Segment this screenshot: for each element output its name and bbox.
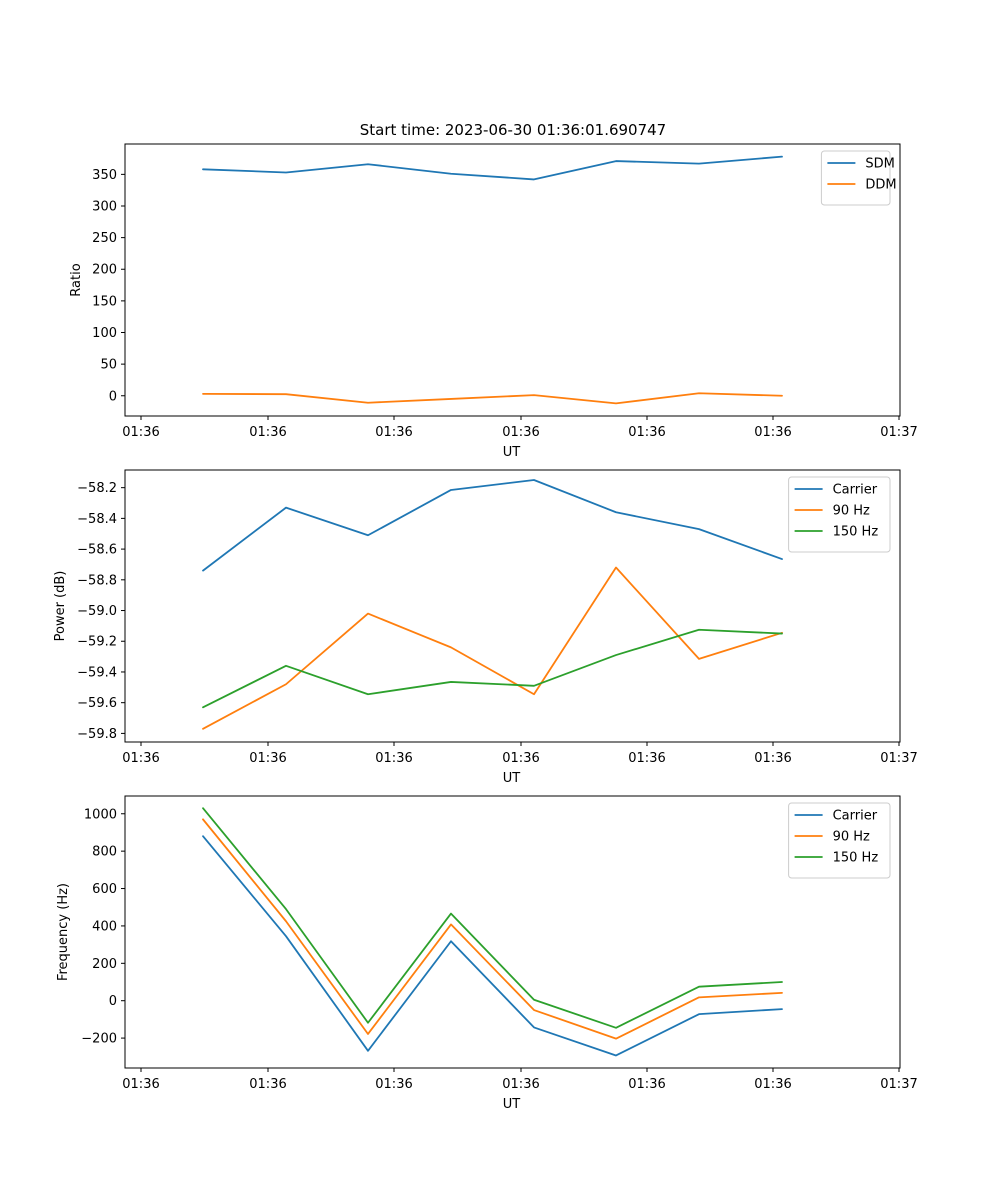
series-line-150-hz: [202, 628, 783, 709]
y-tick-label: 50: [100, 358, 117, 373]
legend-label: 150 Hz: [833, 851, 879, 866]
legend-label: DDM: [865, 178, 896, 193]
y-tick-label: 350: [92, 168, 117, 183]
x-axis-label: UT: [503, 445, 521, 460]
y-tick-label: −58.2: [77, 481, 117, 496]
legend: SDM DDM: [820, 150, 897, 206]
x-tick-label: 01:36: [502, 1077, 539, 1092]
x-tick-label: 01:36: [122, 425, 159, 440]
figure-title: Start time: 2023-06-30 01:36:01.690747: [360, 121, 666, 139]
series-line-carrier: [202, 835, 783, 1057]
y-tick-label: −58.6: [77, 543, 117, 558]
legend-label: Carrier: [833, 809, 878, 824]
legend-label: 90 Hz: [833, 504, 870, 519]
x-tick-label: 01:36: [628, 425, 665, 440]
legend-label: Carrier: [833, 483, 878, 498]
x-tick-label: 01:36: [249, 751, 286, 766]
y-tick-label: 200: [92, 263, 117, 278]
y-tick-label: 400: [92, 919, 117, 934]
x-tick-label: 01:36: [249, 1077, 286, 1092]
y-tick-label: 150: [92, 294, 117, 309]
y-axis-label: Frequency (Hz): [56, 883, 71, 981]
y-tick-label: 0: [109, 389, 117, 404]
legend-label: 150 Hz: [833, 525, 879, 540]
series-line-90-hz: [202, 818, 783, 1040]
y-tick-label: −58.4: [77, 512, 117, 527]
x-tick-label: 01:36: [754, 1077, 791, 1092]
x-tick-label: 01:37: [880, 425, 917, 440]
y-axis-label: Ratio: [69, 263, 84, 296]
y-tick-label: 1000: [84, 807, 117, 822]
y-tick-label: −200: [81, 1032, 117, 1047]
x-axis-label: UT: [503, 1097, 521, 1112]
chart-panel-2: 01:36 01:36 01:36 01:36 01:36 01:36 01:37 −59.8…: [53, 469, 918, 786]
x-tick-label: 01:36: [502, 751, 539, 766]
x-tick-label: 01:36: [628, 751, 665, 766]
x-tick-label: 01:36: [249, 425, 286, 440]
y-axis-label: Power (dB): [53, 571, 68, 642]
x-tick-label: 01:36: [375, 1077, 412, 1092]
y-tick-label: −59.0: [77, 604, 117, 619]
series-line-sdm: [202, 155, 783, 181]
legend-box: [788, 476, 891, 553]
y-tick-label: −59.2: [77, 635, 117, 650]
x-tick-label: 01:36: [375, 425, 412, 440]
x-axis-label: UT: [503, 771, 521, 786]
chart-panel-3: 01:36 01:36 01:36 01:36 01:36 01:36 01:37 −200 0…: [56, 795, 918, 1112]
y-tick-label: 600: [92, 882, 117, 897]
series-line-90-hz: [202, 566, 783, 730]
legend-label: 90 Hz: [833, 830, 870, 845]
legend-label: SDM: [865, 157, 894, 172]
axes-frame: [124, 143, 901, 417]
legend-box: [788, 802, 891, 879]
y-tick-label: 300: [92, 199, 117, 214]
axes-frame: [124, 469, 901, 743]
x-tick-label: 01:36: [122, 751, 159, 766]
axes-frame: [124, 795, 901, 1069]
legend: Carrier 90 Hz 150 Hz: [788, 802, 891, 879]
legend: Carrier 90 Hz 150 Hz: [788, 476, 891, 553]
x-tick-label: 01:36: [628, 1077, 665, 1092]
y-tick-label: −58.8: [77, 573, 117, 588]
x-tick-label: 01:36: [754, 425, 791, 440]
y-tick-label: 100: [92, 326, 117, 341]
x-tick-label: 01:36: [122, 1077, 159, 1092]
y-tick-label: 200: [92, 957, 117, 972]
series-line-ddm: [202, 392, 783, 405]
y-tick-label: 0: [109, 994, 117, 1009]
x-tick-label: 01:37: [880, 751, 917, 766]
y-tick-label: −59.8: [77, 727, 117, 742]
x-tick-label: 01:36: [375, 751, 412, 766]
y-tick-label: −59.6: [77, 696, 117, 711]
y-tick-label: 800: [92, 845, 117, 860]
chart-panel-1: 01:36 01:36 01:36 01:36 01:36 01:36 01:37 0 50 10…: [69, 143, 918, 460]
series-line-carrier: [202, 479, 783, 572]
y-tick-label: −59.4: [77, 665, 117, 680]
x-tick-label: 01:36: [754, 751, 791, 766]
legend-box: [820, 150, 891, 206]
x-tick-label: 01:36: [502, 425, 539, 440]
series-line-150-hz: [202, 807, 783, 1029]
x-tick-label: 01:37: [880, 1077, 917, 1092]
y-tick-label: 250: [92, 231, 117, 246]
